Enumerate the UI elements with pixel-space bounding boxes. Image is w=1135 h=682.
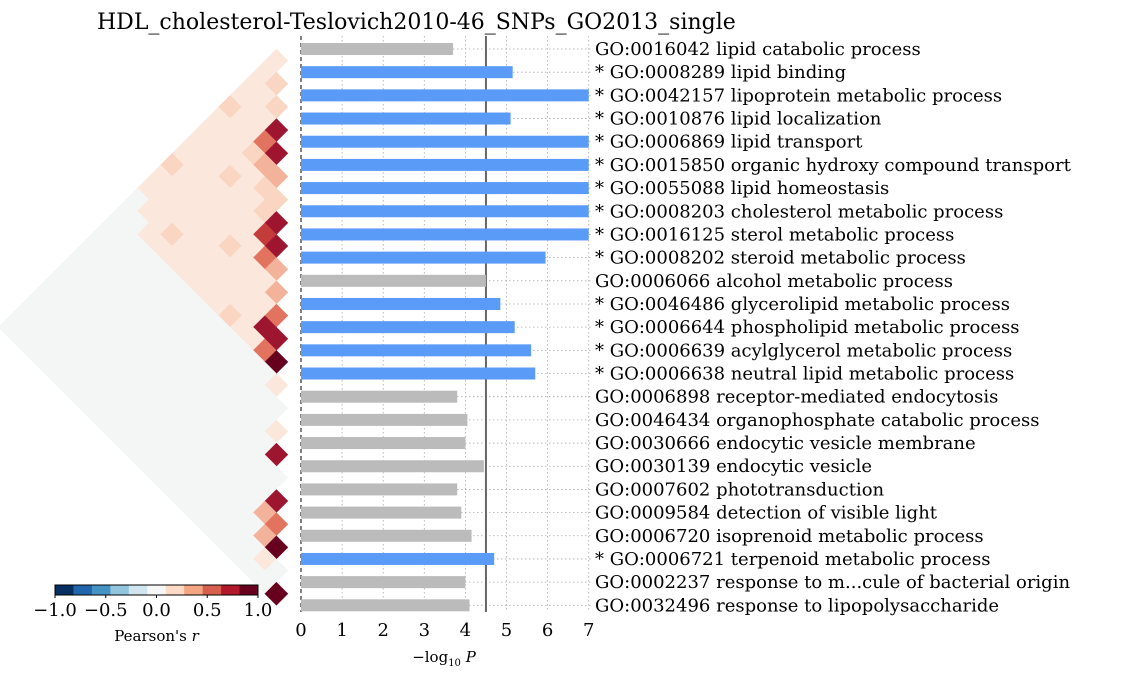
- term-label: GO:0046434 organophosphate catabolic pro…: [595, 410, 1039, 431]
- heatmap-cell: [264, 581, 289, 606]
- bar: [301, 367, 536, 380]
- bar: [301, 228, 589, 241]
- colorbar-label: Pearson's r: [114, 627, 199, 645]
- colorbar-swatch: [55, 585, 65, 595]
- term-label: * GO:0008289 lipid binding: [595, 62, 846, 83]
- colorbar-swatch: [147, 585, 157, 595]
- colorbar-swatch: [239, 585, 250, 595]
- bar: [301, 437, 466, 450]
- colorbar-swatch: [128, 585, 139, 595]
- bar: [301, 483, 458, 496]
- x-tick-label: 3: [419, 620, 430, 641]
- x-tick-label: 4: [460, 620, 471, 641]
- colorbar-swatch: [110, 585, 121, 595]
- term-label: * GO:0055088 lipid homeostasis: [595, 178, 889, 199]
- colorbar-tick-label: 1.0: [244, 600, 273, 621]
- term-label: GO:0002237 response to m...cule of bacte…: [595, 572, 1070, 593]
- bar: [301, 274, 486, 287]
- term-label: GO:0006898 receptor-mediated endocytosis: [595, 387, 998, 408]
- term-label: * GO:0006644 phospholipid metabolic proc…: [595, 317, 1020, 338]
- colorbar-swatch: [193, 585, 204, 595]
- bar: [301, 576, 466, 589]
- x-tick-label: 7: [583, 620, 594, 641]
- colorbar-swatch: [165, 585, 176, 595]
- colorbar-swatch: [119, 585, 130, 595]
- colorbar-tick-label: 0.5: [193, 600, 222, 621]
- colorbar-swatch: [174, 585, 185, 595]
- bar: [301, 552, 495, 565]
- bar: [301, 112, 511, 125]
- term-label: * GO:0015850 organic hydroxy compound tr…: [595, 155, 1072, 176]
- bar: [301, 390, 458, 403]
- bar: [301, 89, 589, 102]
- term-label: GO:0030666 endocytic vesicle membrane: [595, 433, 976, 454]
- bar: [301, 182, 589, 195]
- bar: [301, 344, 532, 357]
- term-label: * GO:0006639 acylglycerol metabolic proc…: [595, 340, 1012, 361]
- bar: [301, 43, 454, 55]
- term-label: * GO:0008202 steroid metabolic process: [595, 248, 966, 269]
- bar: [301, 413, 468, 426]
- term-label: GO:0006720 isoprenoid metabolic process: [595, 526, 984, 547]
- bar: [301, 297, 501, 310]
- bar: [301, 205, 589, 218]
- term-label: GO:0007602 phototransduction: [595, 479, 885, 500]
- term-label: * GO:0046486 glycerolipid metabolic proc…: [595, 294, 1010, 315]
- colorbar-swatch: [221, 585, 231, 595]
- term-label: * GO:0006869 lipid transport: [595, 132, 863, 153]
- colorbar-swatch: [230, 585, 241, 595]
- x-tick-label: 1: [336, 620, 347, 641]
- term-label: GO:0032496 response to lipopolysaccharid…: [595, 595, 999, 616]
- x-tick-label: 2: [377, 620, 388, 641]
- colorbar-tick-label: −1.0: [33, 600, 77, 621]
- term-label: GO:0006066 alcohol metabolic process: [595, 271, 953, 292]
- term-label: * GO:0006721 terpenoid metabolic process: [595, 549, 990, 570]
- term-label: GO:0016042 lipid catabolic process: [595, 39, 921, 60]
- bar: [301, 460, 484, 473]
- colorbar-swatch: [202, 585, 213, 595]
- bar: [301, 158, 589, 171]
- colorbar-swatch: [82, 585, 93, 595]
- bar: [301, 321, 515, 334]
- term-labels: GO:0016042 lipid catabolic process* GO:0…: [595, 39, 1072, 616]
- colorbar-tick-label: 0.0: [142, 600, 171, 621]
- colorbar-swatch: [91, 585, 102, 595]
- x-tick-label: 0: [295, 620, 306, 641]
- term-label: GO:0009584 detection of visible light: [595, 503, 938, 524]
- x-tick-label: 6: [542, 620, 553, 641]
- colorbar: −1.0 −0.5 0.0 0.5 1.0 Pearson's r: [33, 584, 273, 645]
- term-label: GO:0030139 endocytic vesicle: [595, 456, 872, 477]
- term-label: * GO:0042157 lipoprotein metabolic proce…: [595, 85, 1002, 106]
- bar: [301, 529, 472, 542]
- term-label: * GO:0008203 cholesterol metabolic proce…: [595, 201, 1003, 222]
- bar: [301, 599, 470, 612]
- colorbar-swatch: [73, 585, 84, 595]
- chart-title: HDL_cholesterol-Teslovich2010-46_SNPs_GO…: [97, 10, 736, 35]
- bar: [301, 135, 589, 148]
- colorbar-swatch: [156, 585, 167, 595]
- colorbar-swatch: [138, 585, 148, 595]
- term-label: * GO:0016125 sterol metabolic process: [595, 224, 954, 245]
- bar: [301, 251, 546, 264]
- term-label: * GO:0006638 neutral lipid metabolic pro…: [595, 364, 1014, 385]
- colorbar-swatch: [248, 585, 259, 595]
- bar: [301, 506, 462, 519]
- colorbar-swatch: [184, 585, 194, 595]
- colorbar-swatch: [211, 585, 222, 595]
- bars: [301, 43, 589, 612]
- bar: [301, 66, 513, 79]
- colorbar-swatch: [64, 585, 74, 595]
- x-axis-label: −log10 P: [412, 648, 477, 669]
- colorbar-tick-label: −0.5: [84, 600, 128, 621]
- x-axis: 0 1 2 3 4 5 6 7 −log10 P: [295, 620, 594, 669]
- colorbar-swatch: [101, 585, 111, 595]
- term-label: * GO:0010876 lipid localization: [595, 109, 882, 130]
- correlation-heatmap: [0, 48, 289, 606]
- x-tick-label: 5: [501, 620, 512, 641]
